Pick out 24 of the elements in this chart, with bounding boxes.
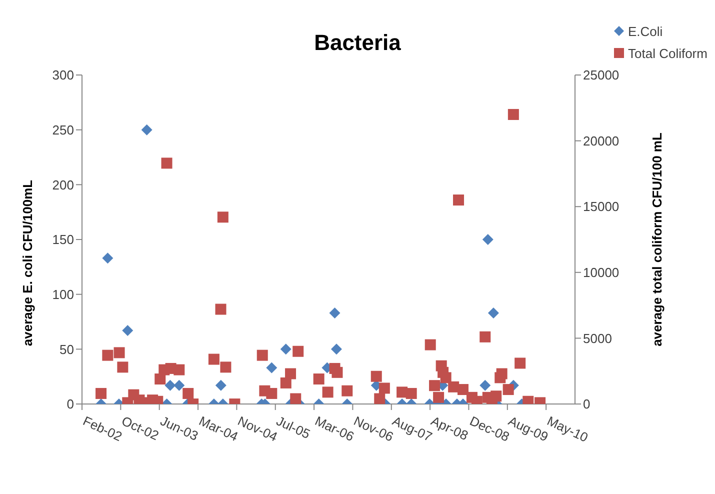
- y-tick-label: 200: [52, 177, 74, 192]
- legend-label: E.Coli: [628, 24, 663, 38]
- chart-title: Bacteria: [314, 30, 401, 55]
- y-tick-label: 300: [52, 68, 74, 83]
- y-tick-label: 50: [60, 342, 74, 357]
- y2-tick-label: 25000: [583, 68, 620, 83]
- y2-tick-label: 10000: [583, 265, 620, 280]
- y2-axis-title: average total coliform CFU/100 mL: [650, 132, 665, 346]
- legend-label: Total Coliform: [628, 46, 708, 60]
- point: [488, 307, 499, 318]
- y2-tick-label: 20000: [583, 133, 620, 148]
- point: [329, 307, 340, 318]
- y-tick-label: 250: [52, 122, 74, 138]
- y-axis-title: average E. coli CFU/100mL: [20, 180, 35, 346]
- y2-tick-label: 5000: [583, 330, 612, 346]
- point: [482, 234, 494, 245]
- x-tick-label: Apr-08: [428, 413, 470, 444]
- y2-tick-label: 15000: [583, 199, 620, 214]
- y-tick-label: 150: [52, 232, 74, 248]
- point: [102, 252, 114, 264]
- point: [122, 325, 134, 336]
- y-tick-label: 0: [66, 396, 74, 412]
- y2-tick-label: 0: [583, 396, 590, 412]
- y-tick-label: 100: [52, 286, 74, 302]
